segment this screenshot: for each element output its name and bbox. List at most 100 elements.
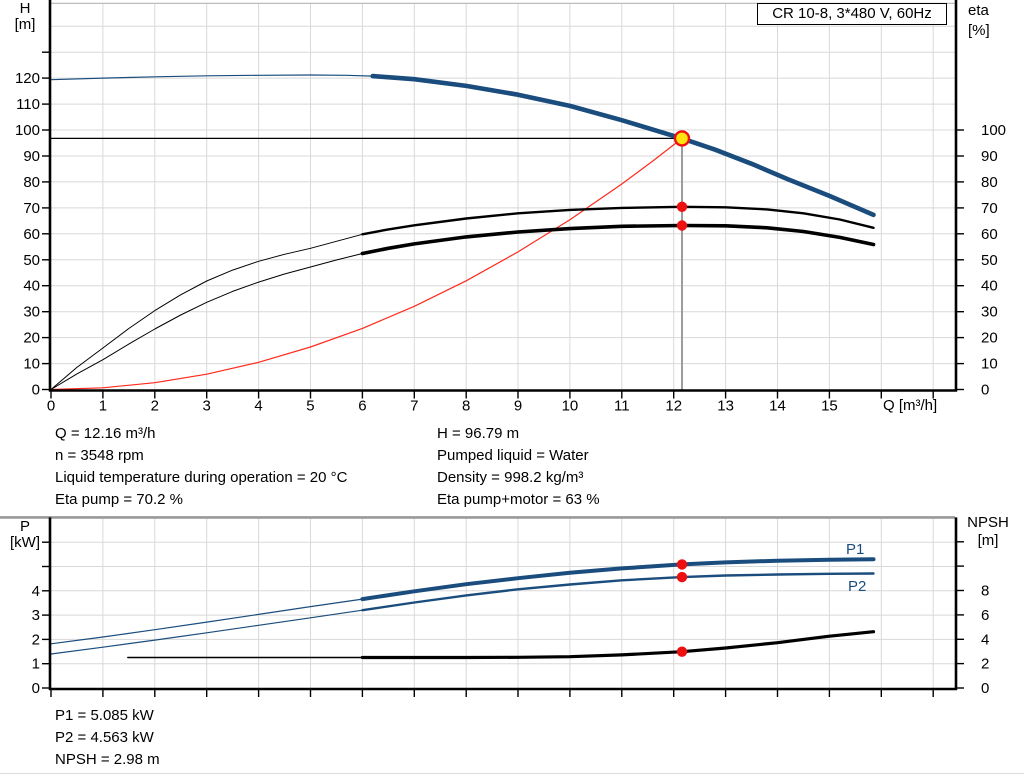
tick-label: 40 <box>981 278 998 295</box>
tick-label: 50 <box>981 252 998 269</box>
npsh-curve <box>360 630 876 660</box>
tick-label: 0 <box>32 680 40 697</box>
p2-curve <box>361 572 875 612</box>
head-readout: H = 96.79 m <box>437 425 520 442</box>
tick-label: 100 <box>981 122 1006 139</box>
pump-model-badge: CR 10-8, 3*480 V, 60Hz <box>757 3 947 25</box>
liquid-temp-readout: Liquid temperature during operation = 20… <box>55 469 348 486</box>
head-curve-thin <box>50 74 374 81</box>
tick-label: 40 <box>23 278 40 295</box>
tick-label: 6 <box>358 398 366 415</box>
h-axis-symbol: H <box>19 0 31 17</box>
tick-label: 10 <box>981 356 998 373</box>
tick-label: 90 <box>981 148 998 165</box>
tick-label: 0 <box>32 382 40 399</box>
npsh-readout: NPSH = 2.98 m <box>55 751 160 768</box>
eta-axis-label: eta [%] <box>968 1 1012 41</box>
p-axis-unit: [kW] <box>10 534 40 551</box>
tick-label: 110 <box>16 96 40 113</box>
eta-pump-motor <box>360 223 876 256</box>
tick-label: 13 <box>717 398 734 415</box>
p-axis-label: P [kW] <box>4 519 46 551</box>
tick-label: 8 <box>981 583 989 600</box>
tick-label: 0 <box>47 398 55 415</box>
tick-label: 0 <box>981 382 989 399</box>
npsh-axis-unit: [m] <box>977 532 999 549</box>
tick-label: 5 <box>306 398 314 415</box>
head-curve <box>370 73 876 218</box>
speed-readout: n = 3548 rpm <box>55 447 144 464</box>
system-curve <box>50 137 683 391</box>
tick-label: 4 <box>981 631 989 648</box>
tick-label: 9 <box>514 398 522 415</box>
q-axis-label: Q [m³/h] <box>883 397 938 414</box>
tick-label: 30 <box>981 304 998 321</box>
tick-label: 2 <box>151 398 159 415</box>
tick-label: 30 <box>23 304 40 321</box>
p2-dot <box>676 571 688 583</box>
bottom-separator <box>0 773 1024 774</box>
npsh-dot <box>676 646 688 657</box>
eta-pump-motor-dot <box>676 220 688 231</box>
tick-label: 80 <box>981 174 998 191</box>
tick-label: 3 <box>32 607 40 624</box>
tick-label: 70 <box>981 200 998 217</box>
p2-readout: P2 = 4.563 kW <box>55 729 154 746</box>
density-readout: Density = 998.2 kg/m³ <box>437 469 584 486</box>
eta-axis-unit: [%] <box>968 22 990 39</box>
p1-dot <box>676 559 688 570</box>
tick-label: 8 <box>462 398 470 415</box>
tick-label: 7 <box>410 398 418 415</box>
tick-label: 4 <box>254 398 262 415</box>
tick-label: 60 <box>23 226 40 243</box>
eta-pump-motor-thin <box>50 253 363 390</box>
tick-label: 3 <box>203 398 211 415</box>
tick-label: 70 <box>23 200 40 217</box>
tick-label: 10 <box>562 398 579 415</box>
tick-label: 90 <box>23 148 40 165</box>
p1-curve-label: P1 <box>846 541 865 558</box>
tick-label: 2 <box>981 656 989 673</box>
tick-label: 1 <box>99 398 107 415</box>
eta-pump-dot <box>676 201 688 212</box>
npsh-axis-symbol: NPSH <box>967 514 1009 531</box>
power-npsh-chart: 0 1 2 3 4 0 2 4 6 8 <box>0 516 989 697</box>
p2-curve-thin <box>50 609 363 655</box>
tick-label: 11 <box>614 398 630 415</box>
p2-curve-label: P2 <box>848 578 867 595</box>
tick-label: 1 <box>32 656 40 673</box>
tick-label: 20 <box>981 330 998 347</box>
tick-label: 120 <box>15 70 40 87</box>
p-axis-symbol: P <box>19 518 30 535</box>
eta-pump-motor-readout: Eta pump+motor = 63 % <box>437 491 600 508</box>
tick-label: 60 <box>981 226 998 243</box>
tick-label: 2 <box>32 631 40 648</box>
eta-pump <box>361 205 875 236</box>
p1-curve-thin <box>50 598 363 645</box>
eta-pump-readout: Eta pump = 70.2 % <box>55 491 183 508</box>
pumped-liquid-readout: Pumped liquid = Water <box>437 447 589 464</box>
npsh-axis-label: NPSH [m] <box>960 514 1016 550</box>
tick-label: 15 <box>821 398 838 415</box>
flow-readout: Q = 12.16 m³/h <box>55 425 156 442</box>
tick-label: 12 <box>665 398 682 415</box>
tick-label: 50 <box>23 252 40 269</box>
p1-readout: P1 = 5.085 kW <box>55 707 154 724</box>
tick-label: 0 <box>981 680 989 697</box>
tick-label: 100 <box>15 122 40 139</box>
tick-label: 80 <box>23 174 40 191</box>
h-axis-label: H [m] <box>4 1 46 33</box>
eta-pump-thin <box>50 233 363 390</box>
eta-axis-symbol: eta <box>968 2 989 19</box>
duty-point <box>673 130 691 147</box>
tick-label: 6 <box>981 607 989 624</box>
tick-label: 10 <box>23 356 40 373</box>
p1-curve <box>360 557 876 602</box>
head-efficiency-chart: 0102030405060708090100110120010203040506… <box>15 0 1006 415</box>
tick-label: 20 <box>23 330 40 347</box>
tick-label: 14 <box>769 398 786 415</box>
tick-label: 4 <box>32 583 40 600</box>
h-axis-unit: [m] <box>14 16 36 33</box>
